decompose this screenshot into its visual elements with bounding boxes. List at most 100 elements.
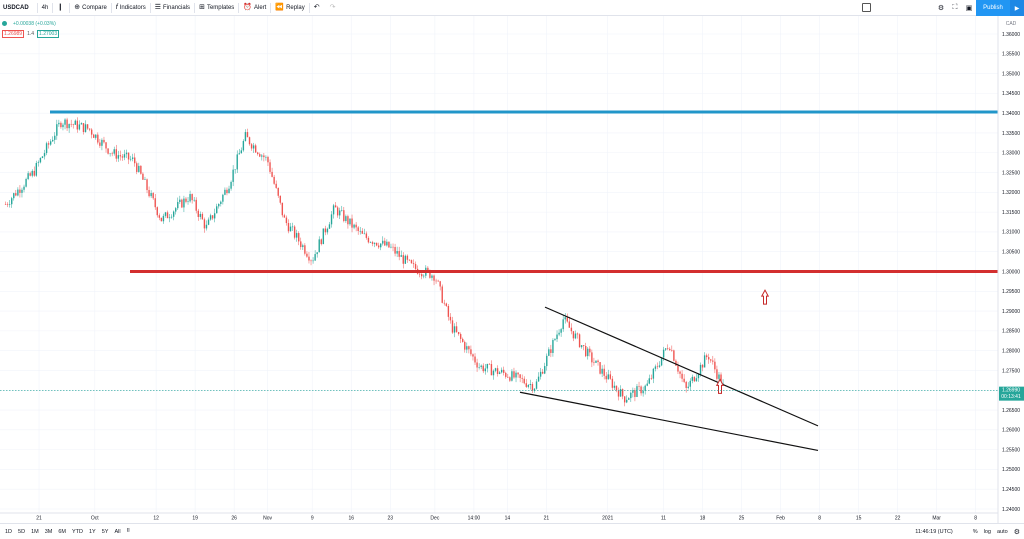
financials-button[interactable]: ☰ Financials xyxy=(151,0,194,16)
symbol-search[interactable]: USDCAD xyxy=(3,4,29,11)
candle-body xyxy=(384,240,386,246)
candle-body xyxy=(216,206,218,214)
fullscreen-icon[interactable]: ⛶ xyxy=(952,4,958,11)
candle-body xyxy=(513,371,515,378)
candle-body xyxy=(435,280,437,282)
candle-body xyxy=(371,242,374,244)
range-1y[interactable]: 1Y xyxy=(88,528,96,535)
candle-body xyxy=(402,255,404,264)
candle-body xyxy=(203,219,206,229)
alarm-clock-icon: ⏰ xyxy=(243,4,253,11)
price-axis[interactable]: 1.36000 1.35500 1.35000 1.34500 1.34000 1.335… xyxy=(1002,32,1020,513)
candle-body xyxy=(228,188,230,194)
candle-body xyxy=(58,122,60,125)
candle-body xyxy=(404,255,407,264)
buy-price-box[interactable]: 1.27003 xyxy=(37,30,60,38)
bottom-right-controls: 11:46:19 (UTC) % log auto ⚙ xyxy=(909,524,1020,539)
candle-body xyxy=(447,305,450,317)
range-1m[interactable]: 1M xyxy=(31,528,39,535)
up-arrow-wedge-icon[interactable] xyxy=(715,378,725,394)
candle-body xyxy=(441,286,443,303)
utc-clock[interactable]: 11:46:19 (UTC) xyxy=(915,529,953,535)
candle-body xyxy=(164,212,167,216)
candle-body xyxy=(650,378,653,379)
candle-body xyxy=(591,352,593,363)
range-5d[interactable]: 5D xyxy=(18,528,26,535)
time-axis[interactable]: 21 Oct 12 19 26 Nov 9 16 23 Dec 14:00 14 21 2021 11 18 2… xyxy=(36,516,977,522)
candle-body xyxy=(273,176,275,184)
chart-settings-gear-icon[interactable]: ⚙ xyxy=(1013,529,1020,536)
wedge-upper-trendline[interactable] xyxy=(544,306,819,427)
play-icon[interactable]: ▶ xyxy=(1010,0,1024,16)
compare-label: Compare xyxy=(82,4,107,11)
date-range-calendar-icon[interactable]: ⌷ xyxy=(126,528,130,534)
compare-button[interactable]: ⊕ Compare xyxy=(70,0,111,16)
toolbar-divider xyxy=(194,2,196,13)
candle-body xyxy=(72,124,74,125)
candle-body xyxy=(238,153,240,155)
range-all[interactable]: All xyxy=(114,528,121,535)
replay-button[interactable]: ⏪ Replay xyxy=(271,0,308,16)
up-arrow-breakout-icon[interactable] xyxy=(760,289,770,305)
candle-body xyxy=(236,154,238,170)
candle-body xyxy=(293,226,296,238)
candle-body xyxy=(107,148,109,154)
time-tick-label: 21 xyxy=(36,516,42,522)
candle-body xyxy=(449,316,452,321)
range-6m[interactable]: 6M xyxy=(58,528,66,535)
candle-body xyxy=(45,143,48,154)
candle-body xyxy=(248,137,251,145)
redo-button[interactable]: ↷ xyxy=(326,0,342,16)
indicators-button[interactable]: f Indicators xyxy=(112,0,150,16)
candle-body xyxy=(355,224,357,228)
candle-body xyxy=(492,370,495,376)
alert-button[interactable]: ⏰ Alert xyxy=(239,0,270,16)
settings-gear-icon[interactable]: ⚙ xyxy=(937,5,945,12)
candle-body xyxy=(664,348,667,350)
candle-body xyxy=(638,386,640,387)
candle-body xyxy=(291,226,294,228)
log-scale-toggle[interactable]: log xyxy=(983,529,991,535)
percent-scale-toggle[interactable]: % xyxy=(972,529,978,535)
chart-type-button[interactable]: ❙ xyxy=(53,0,69,16)
camera-icon[interactable]: ▣ xyxy=(965,5,973,12)
candle-body xyxy=(500,369,503,373)
price-tick-label: 1.32000 xyxy=(1002,190,1020,196)
candle-body xyxy=(283,215,286,218)
chart-area[interactable]: CAD 1.36000 1.35500 1.35000 1.34500 1.34000 1… xyxy=(0,16,1024,523)
candle-body xyxy=(111,153,113,155)
select-layout-icon[interactable] xyxy=(862,3,871,12)
candle-body xyxy=(232,169,234,182)
undo-button[interactable]: ↶ xyxy=(310,0,326,16)
candle-body xyxy=(511,371,513,381)
candle-body xyxy=(685,381,687,388)
candle-body xyxy=(576,333,579,335)
candle-body xyxy=(396,251,398,254)
candle-body xyxy=(189,194,191,202)
candle-body xyxy=(703,355,706,368)
interval-selector[interactable]: 4h xyxy=(41,4,49,11)
range-1d[interactable]: 1D xyxy=(5,528,13,535)
candle-body xyxy=(505,372,507,377)
sell-price-box[interactable]: 1.26989 xyxy=(2,30,25,38)
publish-button[interactable]: Publish xyxy=(976,0,1010,16)
candle-body xyxy=(574,333,577,339)
price-chart[interactable]: CAD 1.360001.355001.350001.345001.340001… xyxy=(0,16,1024,523)
price-tick-label: 1.32500 xyxy=(1002,170,1020,176)
candle-body xyxy=(211,215,214,219)
auto-scale-toggle[interactable]: auto xyxy=(997,529,1008,535)
candle-body xyxy=(181,199,183,208)
candle-body xyxy=(250,144,253,149)
toolbar-divider xyxy=(69,2,71,13)
candle-body xyxy=(341,210,343,211)
candle-body xyxy=(304,245,306,254)
range-3m[interactable]: 3M xyxy=(44,528,53,535)
templates-button[interactable]: ⊞ Templates xyxy=(195,0,238,16)
time-tick-label: 8 xyxy=(818,516,821,522)
range-5y[interactable]: 5Y xyxy=(101,528,109,535)
wedge-lower-trendline[interactable] xyxy=(519,391,819,452)
candle-body xyxy=(377,245,380,248)
candle-body xyxy=(6,204,9,205)
candle-body xyxy=(41,156,44,158)
range-ytd[interactable]: YTD xyxy=(71,528,83,535)
